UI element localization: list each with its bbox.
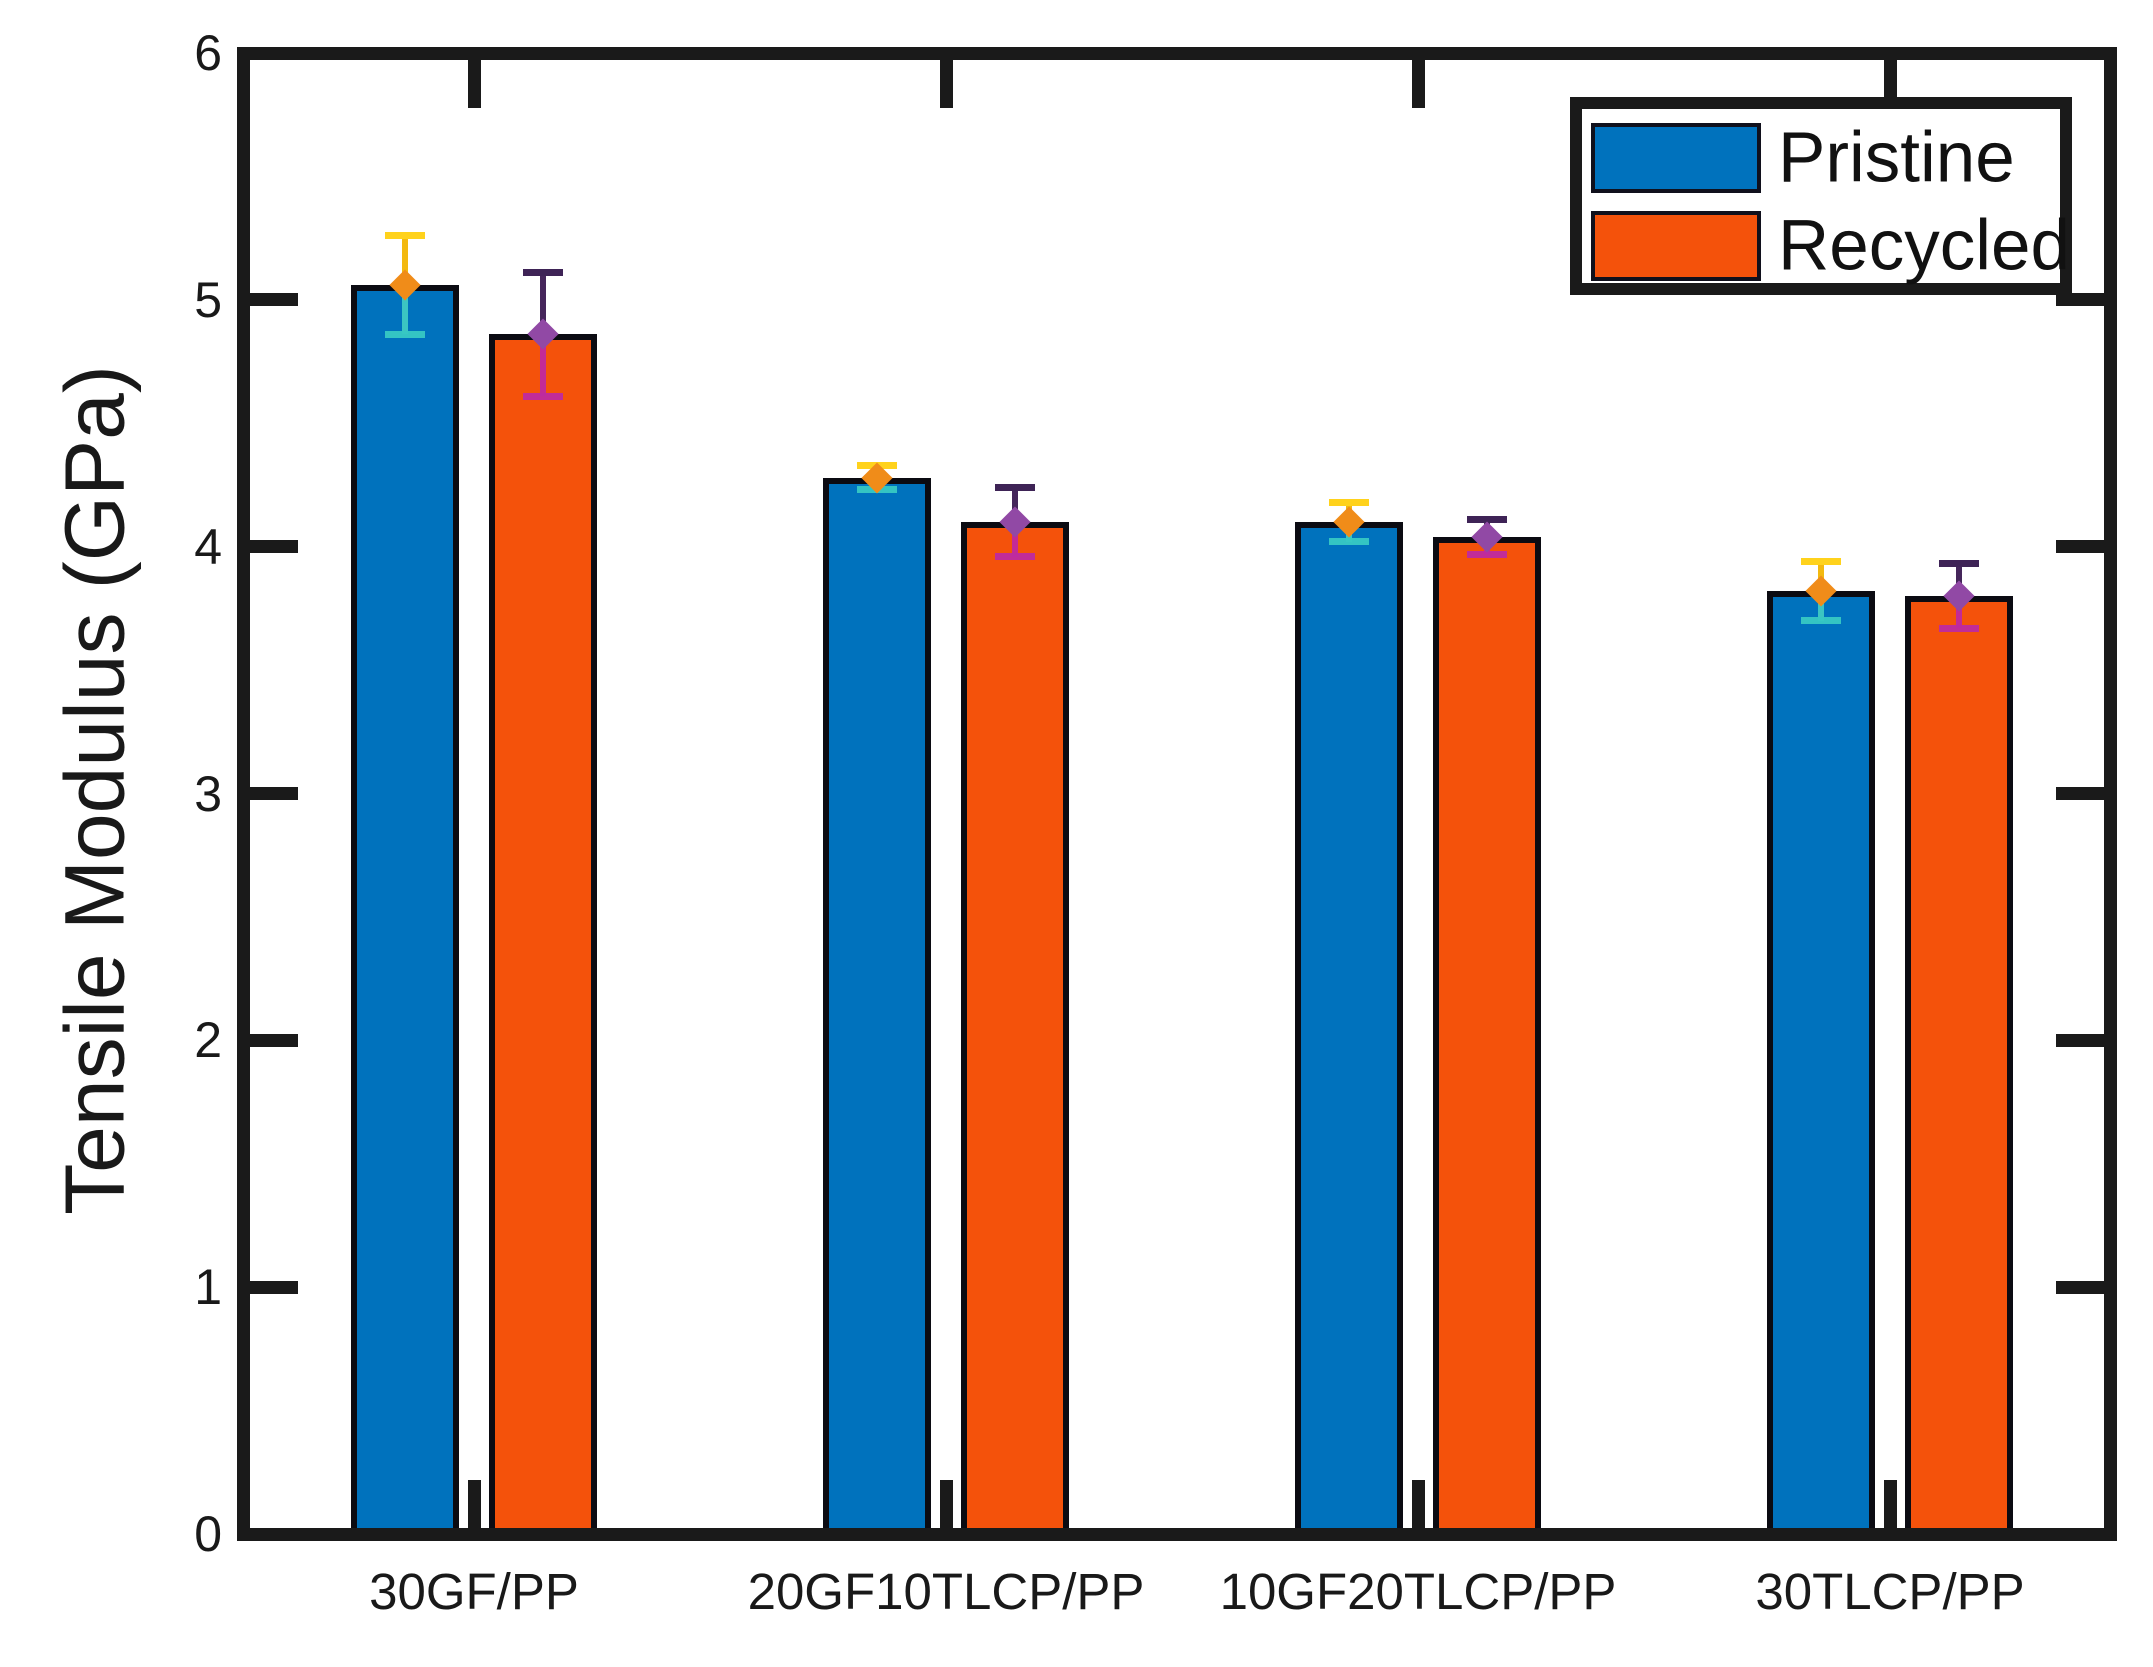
error-bar-lower-cap	[1467, 551, 1507, 558]
x-tick-bottom	[468, 1480, 481, 1528]
bar-pristine	[1295, 522, 1403, 1537]
bar-recycled	[1433, 537, 1541, 1537]
y-tick	[250, 293, 298, 306]
error-bar-upper-cap	[1801, 558, 1841, 565]
error-bar-upper-stem	[402, 236, 408, 285]
x-tick-bottom	[1884, 1480, 1897, 1528]
bar-recycled	[961, 522, 1069, 1537]
error-bar-upper-cap	[1467, 516, 1507, 523]
legend-label: Pristine	[1778, 118, 2015, 198]
y-tick-label: 4	[194, 519, 222, 575]
y-tick-right	[2056, 293, 2104, 306]
legend-label: Recycled	[1778, 206, 2071, 286]
legend-swatch-recycled	[1591, 211, 1761, 281]
error-bar-lower-stem	[1012, 522, 1018, 557]
y-tick-label: 1	[194, 1259, 222, 1315]
y-tick-label: 6	[194, 25, 222, 81]
error-bar-lower-cap	[1801, 617, 1841, 624]
error-bar-upper-cap	[995, 484, 1035, 491]
bar-recycled	[489, 334, 597, 1537]
bar-pristine	[1767, 591, 1875, 1537]
error-bar-lower-stem	[1956, 596, 1962, 628]
error-bar-upper-cap	[385, 232, 425, 239]
error-bar-upper-stem	[1956, 564, 1962, 596]
y-tick-label: 3	[194, 766, 222, 822]
y-tick-right	[2056, 1034, 2104, 1047]
y-tick-label: 0	[194, 1506, 222, 1562]
x-tick-label: 30TLCP/PP	[1755, 1563, 2025, 1620]
x-tick-label: 30GF/PP	[369, 1563, 579, 1620]
error-bar-lower-stem	[402, 285, 408, 334]
x-tick-top	[1884, 60, 1897, 108]
error-bar-upper-cap	[1939, 560, 1979, 567]
x-tick-label: 20GF10TLCP/PP	[747, 1563, 1145, 1620]
x-tick-bottom	[1412, 1480, 1425, 1528]
error-bar-upper-stem	[1012, 487, 1018, 522]
legend-swatch-pristine	[1591, 123, 1761, 193]
error-bar-lower-cap	[995, 553, 1035, 560]
y-tick	[250, 1281, 298, 1294]
y-tick	[250, 787, 298, 800]
bar-pristine	[351, 285, 459, 1537]
legend: Pristine Recycled	[1570, 97, 2072, 295]
y-tick-right	[2056, 787, 2104, 800]
y-tick-right	[2056, 540, 2104, 553]
error-bar-lower-cap	[523, 393, 563, 400]
error-bar-upper-stem	[540, 273, 546, 335]
bar-recycled	[1905, 596, 2013, 1537]
y-tick	[250, 540, 298, 553]
y-tick-right	[2056, 1281, 2104, 1294]
error-bar-lower-cap	[1939, 625, 1979, 632]
error-bar-lower-cap	[385, 331, 425, 338]
error-bar-upper-cap	[523, 269, 563, 276]
x-tick-label: 10GF20TLCP/PP	[1219, 1563, 1617, 1620]
error-bar-lower-cap	[1329, 538, 1369, 545]
error-bar-upper-cap	[1329, 499, 1369, 506]
y-tick-label: 5	[194, 272, 222, 328]
y-tick	[250, 1034, 298, 1047]
bar-pristine	[823, 478, 931, 1537]
x-tick-top	[1412, 60, 1425, 108]
error-bar-lower-stem	[540, 334, 546, 396]
x-tick-bottom	[940, 1480, 953, 1528]
y-tick-label: 2	[194, 1012, 222, 1068]
x-tick-top	[940, 60, 953, 108]
x-tick-top	[468, 60, 481, 108]
